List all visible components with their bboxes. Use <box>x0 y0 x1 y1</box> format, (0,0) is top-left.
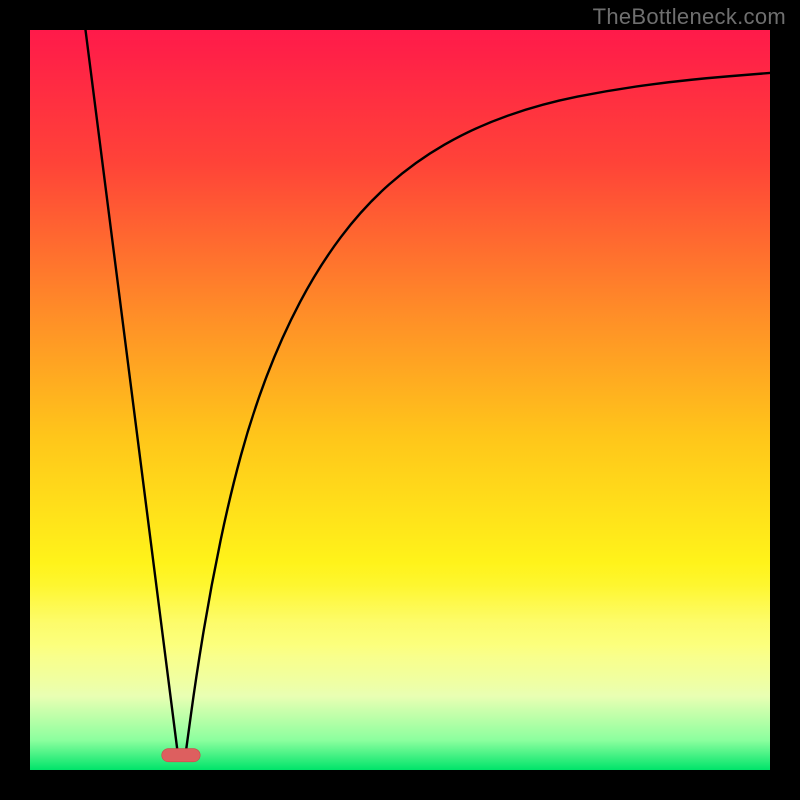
haze-band <box>30 585 770 696</box>
plot-svg <box>30 30 770 770</box>
watermark-text: TheBottleneck.com <box>593 4 786 30</box>
chart-root: TheBottleneck.com <box>0 0 800 800</box>
plot-area <box>30 30 770 770</box>
outer-frame: TheBottleneck.com <box>0 0 800 800</box>
optimum-marker <box>162 749 200 762</box>
